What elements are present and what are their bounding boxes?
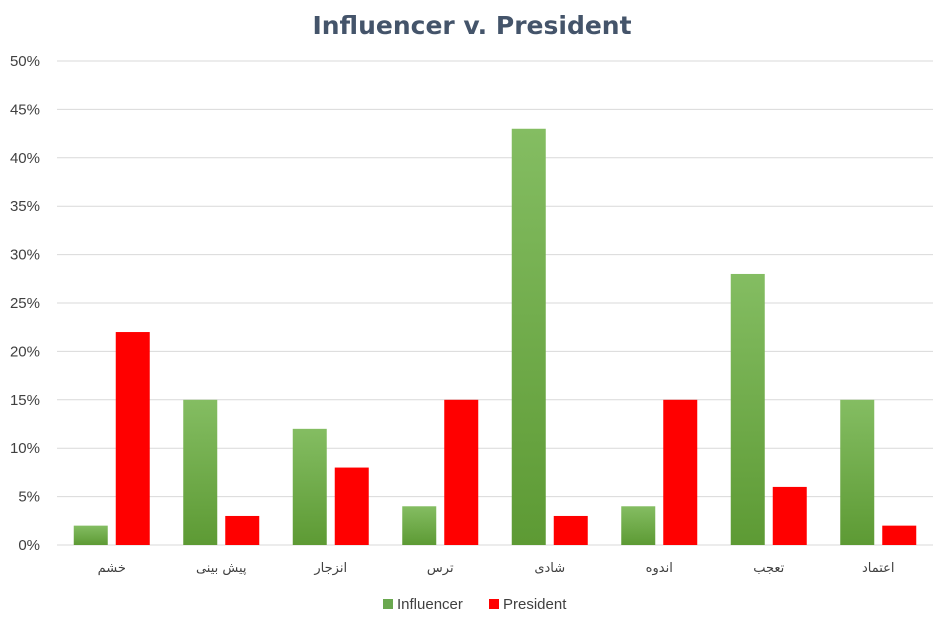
legend: Influencer President xyxy=(383,596,567,613)
x-category-label: شادی xyxy=(534,561,565,576)
legend-label-influencer: Influencer xyxy=(397,596,463,613)
bar-influencer xyxy=(730,273,765,545)
y-tick-label: 35% xyxy=(10,198,40,215)
bar-president xyxy=(663,399,698,545)
bar-president xyxy=(115,332,150,545)
y-tick-label: 15% xyxy=(10,392,40,409)
y-tick-label: 10% xyxy=(10,440,40,457)
y-tick-label: 30% xyxy=(10,247,40,264)
bar-president xyxy=(225,515,260,545)
bars xyxy=(73,128,917,545)
bar-influencer xyxy=(511,128,546,545)
bar-president xyxy=(553,515,588,545)
x-category-label: اعتماد xyxy=(862,561,895,576)
x-axis-labels: خشم پیش بینی انزجار ترس شادی اندوه تعجب اعتماد xyxy=(98,561,895,576)
y-tick-label: 40% xyxy=(10,150,40,167)
bar-influencer xyxy=(292,428,327,545)
bar-influencer xyxy=(183,399,218,545)
y-tick-label: 20% xyxy=(10,343,40,360)
bar-president xyxy=(444,399,479,545)
x-category-label: انزجار xyxy=(313,561,347,576)
legend-label-president: President xyxy=(503,596,567,613)
bar-president xyxy=(334,467,369,545)
legend-swatch-influencer xyxy=(383,599,393,609)
y-tick-label: 45% xyxy=(10,101,40,118)
bar-influencer xyxy=(402,506,437,545)
x-category-label: اندوه xyxy=(646,561,673,576)
legend-swatch-president xyxy=(489,599,499,609)
x-category-label: ترس xyxy=(427,561,454,576)
y-tick-label: 25% xyxy=(10,295,40,312)
bar-influencer xyxy=(621,506,656,545)
y-tick-label: 50% xyxy=(10,53,40,70)
bar-president xyxy=(882,525,917,545)
bar-influencer xyxy=(73,525,108,545)
chart-title: Influencer v. President xyxy=(312,11,631,40)
bar-president xyxy=(772,486,807,545)
x-category-label: تعجب xyxy=(753,561,784,576)
bar-influencer xyxy=(840,399,875,545)
y-tick-label: 0% xyxy=(18,537,40,554)
x-category-label: پیش بینی xyxy=(196,561,247,576)
y-tick-label: 5% xyxy=(18,489,40,506)
y-axis-ticks: 0% 5% 10% 15% 20% 25% 30% 35% 40% 45% 50% xyxy=(10,53,40,554)
x-category-label: خشم xyxy=(98,561,126,576)
